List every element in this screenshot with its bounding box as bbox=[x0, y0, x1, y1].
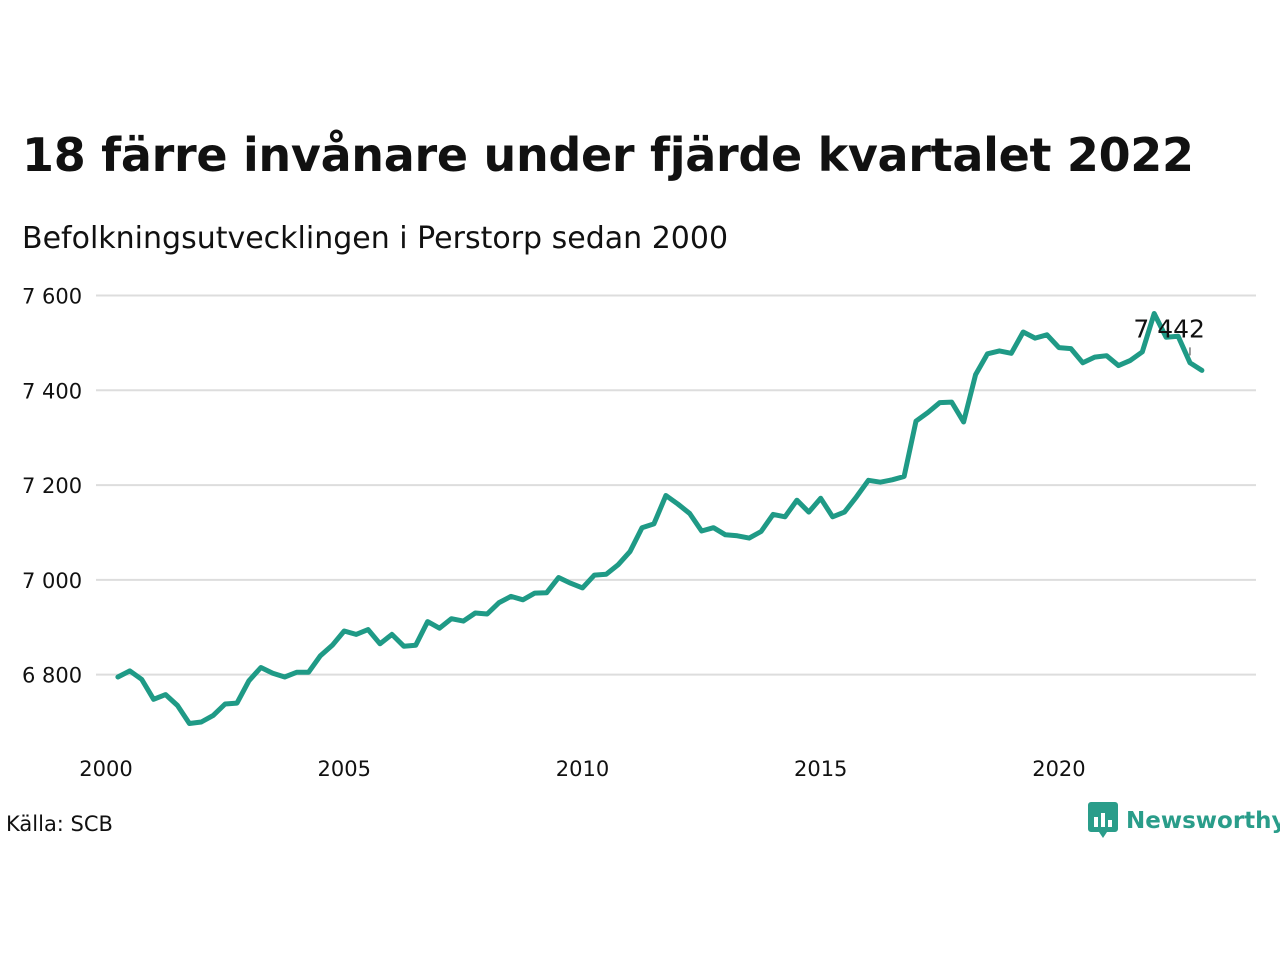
chart-title: 18 färre invånare under fjärde kvartalet… bbox=[22, 128, 1194, 182]
annotation-label: 7 442 bbox=[1133, 314, 1205, 343]
x-tick-label-2005: 2005 bbox=[318, 757, 371, 781]
grid-lines bbox=[96, 294, 1256, 676]
source-label: Källa: SCB bbox=[6, 812, 113, 836]
series-layer bbox=[115, 311, 1205, 726]
brand-logo: Newsworthy bbox=[1088, 802, 1280, 840]
x-tick-label-2015: 2015 bbox=[794, 757, 847, 781]
y-tick-label-6800: 6 800 bbox=[22, 664, 82, 688]
annotation-layer: 7 442 bbox=[1133, 314, 1205, 356]
y-tick-label-7200: 7 200 bbox=[22, 474, 82, 498]
x-tick-label-2000: 2000 bbox=[79, 757, 132, 781]
series-line-0 bbox=[115, 311, 1205, 726]
y-tick-label-7400: 7 400 bbox=[22, 379, 82, 403]
y-axis-ticks: 6 800 7 000 7 200 7 400 7 600 bbox=[22, 284, 82, 687]
y-tick-label-7000: 7 000 bbox=[22, 569, 82, 593]
y-tick-label-7600: 7 600 bbox=[22, 284, 82, 308]
x-tick-label-2020: 2020 bbox=[1032, 757, 1085, 781]
chart-subtitle: Befolkningsutvecklingen i Perstorp sedan… bbox=[22, 221, 729, 256]
x-axis-ticks: 2000 2005 2010 2015 2020 bbox=[79, 757, 1085, 781]
brand-name: Newsworthy bbox=[1126, 808, 1280, 834]
x-tick-label-2010: 2010 bbox=[556, 757, 609, 781]
bar-chart-pin-icon bbox=[1088, 802, 1118, 838]
